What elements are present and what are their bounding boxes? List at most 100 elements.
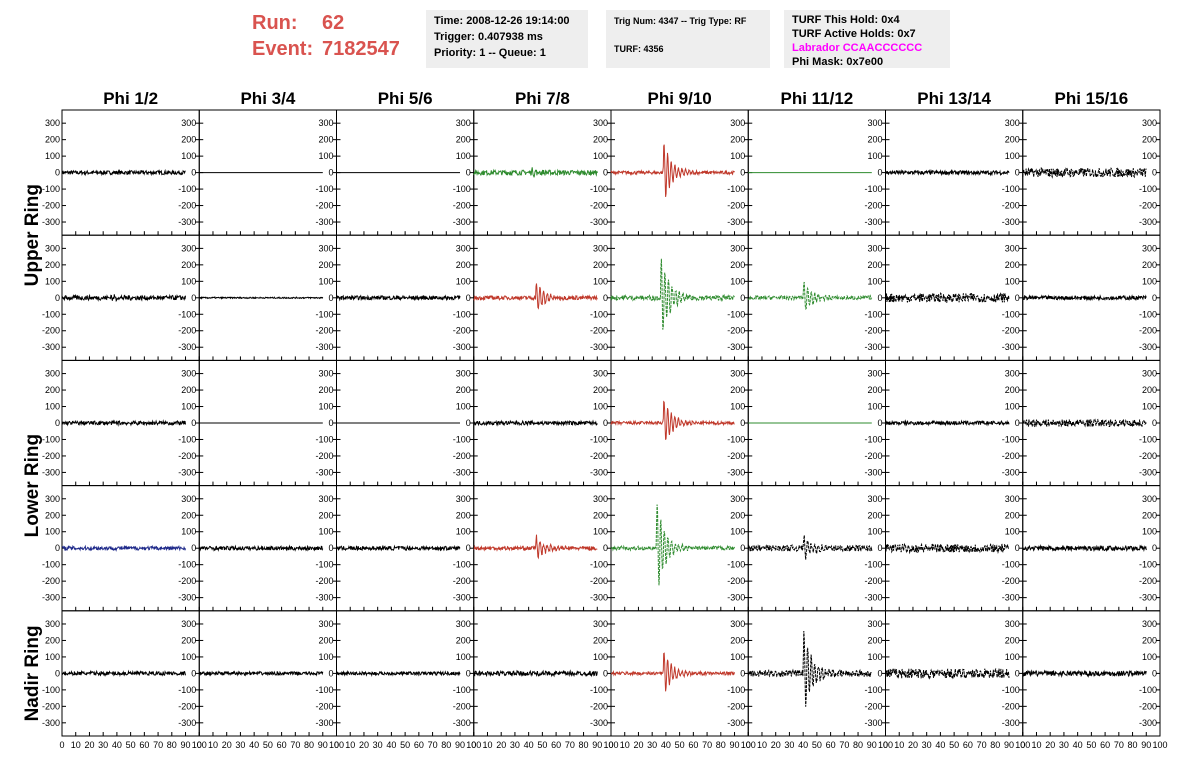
y-tick-label: 200: [456, 510, 471, 520]
y-tick-label: 300: [730, 118, 745, 128]
y-tick-label: 200: [867, 135, 882, 145]
x-tick-label: 30: [784, 740, 794, 750]
y-tick-label: 200: [730, 385, 745, 395]
x-tick-label: 50: [263, 740, 273, 750]
x-tick-label: 50: [400, 740, 410, 750]
y-tick-label: 0: [603, 418, 608, 428]
y-tick-label: -200: [453, 701, 471, 711]
y-tick-label: -100: [1002, 434, 1020, 444]
x-tick-label: 100: [329, 740, 344, 750]
y-tick-label: -200: [1139, 326, 1157, 336]
waveform-trace: [336, 294, 461, 302]
y-tick-label: -100: [1002, 685, 1020, 695]
y-tick-label: -300: [590, 342, 608, 352]
x-tick-label: 100: [192, 740, 207, 750]
y-tick-label: 0: [466, 668, 471, 678]
y-tick-label: 300: [45, 494, 60, 504]
y-tick-label: 300: [1142, 118, 1157, 128]
y-tick-label: -300: [864, 718, 882, 728]
y-tick-label: -200: [864, 451, 882, 461]
y-tick-label: -200: [178, 701, 196, 711]
x-tick-label: 80: [579, 740, 589, 750]
y-tick-label: -200: [178, 326, 196, 336]
y-tick-label: -300: [1002, 342, 1020, 352]
y-tick-label: -100: [864, 560, 882, 570]
y-tick-label: -100: [1002, 560, 1020, 570]
y-tick-label: 300: [318, 243, 333, 253]
ring-label: Lower Ring: [22, 434, 43, 537]
x-tick-label: 90: [592, 740, 602, 750]
x-tick-label: 0: [746, 740, 751, 750]
y-tick-label: 100: [45, 276, 60, 286]
y-tick-label: 200: [45, 260, 60, 270]
y-tick-label: -100: [453, 685, 471, 695]
y-tick-label: 300: [1142, 243, 1157, 253]
x-tick-label: 40: [524, 740, 534, 750]
y-tick-label: -100: [315, 560, 333, 570]
y-tick-label: 200: [181, 385, 196, 395]
column-title: Phi 13/14: [917, 89, 991, 108]
x-tick-label: 100: [741, 740, 756, 750]
y-tick-label: -200: [1002, 201, 1020, 211]
y-tick-label: 200: [1005, 135, 1020, 145]
y-tick-label: -100: [590, 309, 608, 319]
y-tick-label: 200: [730, 510, 745, 520]
y-tick-label: -100: [42, 309, 60, 319]
y-tick-label: 200: [730, 260, 745, 270]
x-tick-label: 80: [853, 740, 863, 750]
x-tick-label: 30: [373, 740, 383, 750]
y-tick-label: 0: [1152, 293, 1157, 303]
y-tick-label: 0: [1015, 418, 1020, 428]
y-tick-label: 300: [593, 369, 608, 379]
y-tick-label: 100: [45, 151, 60, 161]
x-tick-label: 50: [537, 740, 547, 750]
y-tick-label: 300: [730, 243, 745, 253]
y-tick-label: 100: [45, 402, 60, 412]
y-tick-label: -300: [590, 593, 608, 603]
y-tick-label: 100: [593, 276, 608, 286]
y-tick-label: -300: [178, 593, 196, 603]
y-tick-label: 300: [456, 369, 471, 379]
time-text: Time: 2008-12-26 19:14:00: [434, 15, 570, 27]
x-tick-label: 70: [839, 740, 849, 750]
x-tick-label: 60: [414, 740, 424, 750]
y-tick-label: -200: [1002, 701, 1020, 711]
y-tick-label: -100: [864, 685, 882, 695]
ring-label: Upper Ring: [22, 184, 43, 286]
y-tick-label: 0: [877, 543, 882, 553]
y-tick-label: 100: [1005, 402, 1020, 412]
y-tick-label: -100: [590, 560, 608, 570]
y-tick-label: 100: [456, 276, 471, 286]
y-tick-label: 200: [456, 635, 471, 645]
y-tick-label: -100: [1139, 184, 1157, 194]
y-tick-label: 0: [877, 168, 882, 178]
x-tick-label: 20: [359, 740, 369, 750]
y-tick-label: 300: [456, 243, 471, 253]
y-tick-label: -200: [1139, 201, 1157, 211]
y-tick-label: 0: [55, 668, 60, 678]
y-tick-label: 0: [55, 543, 60, 553]
y-tick-label: 0: [603, 293, 608, 303]
y-tick-label: 200: [593, 635, 608, 645]
y-tick-label: 100: [730, 527, 745, 537]
y-tick-label: 100: [1142, 151, 1157, 161]
y-tick-label: 0: [1152, 418, 1157, 428]
y-tick-label: -200: [727, 701, 745, 711]
waveform-trace: [473, 283, 598, 310]
x-tick-label: 60: [1100, 740, 1110, 750]
y-tick-label: 300: [181, 369, 196, 379]
y-tick-label: -200: [727, 201, 745, 211]
x-tick-label: 30: [98, 740, 108, 750]
y-tick-label: -200: [727, 326, 745, 336]
y-tick-label: -300: [315, 217, 333, 227]
turf-hold-text: TURF This Hold: 0x4: [792, 14, 900, 26]
y-tick-label: -300: [315, 718, 333, 728]
waveform-trace: [885, 168, 1010, 177]
x-tick-label: 0: [1020, 740, 1025, 750]
y-tick-label: -200: [1002, 576, 1020, 586]
y-tick-label: -300: [1139, 718, 1157, 728]
y-tick-label: -300: [1002, 593, 1020, 603]
event-value: 7182547: [322, 38, 400, 60]
y-tick-label: -300: [315, 467, 333, 477]
